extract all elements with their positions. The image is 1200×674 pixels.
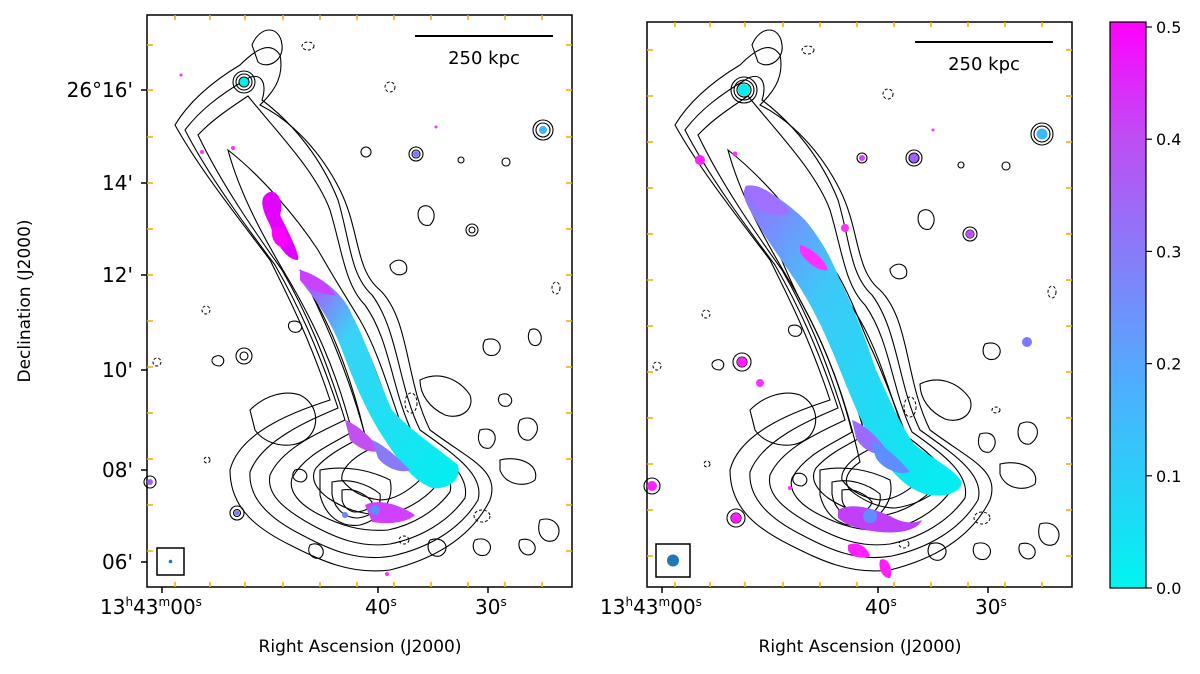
left-ra-tick-40s: 40s <box>365 595 397 619</box>
colorbar-tick-label: 0.3 <box>1156 242 1181 261</box>
colorbar-gradient <box>1109 21 1147 589</box>
right-xlabel: Right Ascension (J2000) <box>759 637 962 657</box>
right-major-ticks <box>661 587 989 593</box>
colorbar-tick-label: 0.5 <box>1156 18 1181 37</box>
right-ra-tick-13h43m00s: 13h43m00s <box>600 595 702 619</box>
dec-tick-08: 08' <box>102 458 133 482</box>
right-ra-tick-30s: 30s <box>975 595 1007 619</box>
right-negative-contours <box>652 45 1057 549</box>
dec-tick-10: 10' <box>102 358 133 382</box>
left-spectral-map <box>147 73 547 576</box>
dec-tick-12: 12' <box>102 263 133 287</box>
left-xlabel: Right Ascension (J2000) <box>259 637 462 657</box>
colorbar: 0.5 0.4 0.3 0.2 0.1 0.0 <box>1109 18 1181 598</box>
left-ra-tick-30s: 30s <box>475 595 507 619</box>
colorbar-tick-label: 0.1 <box>1156 467 1181 486</box>
right-panel: 250 kpc 13h43m00s 40s 30s Right <box>600 21 1073 657</box>
right-panel-frame <box>646 21 1073 588</box>
colorbar-tick-label: 0.4 <box>1156 130 1181 149</box>
right-beam <box>667 554 679 567</box>
left-ra-tick-13h43m00s: 13h43m00s <box>100 595 202 619</box>
right-spectral-map <box>647 84 1048 578</box>
ylabel: Declination (J2000) <box>15 219 35 382</box>
left-panel: 250 kpc 26 <box>15 14 573 657</box>
right-ra-tick-40s: 40s <box>865 595 897 619</box>
colorbar-ticks: 0.5 0.4 0.3 0.2 0.1 0.0 <box>1146 18 1181 598</box>
left-major-ticks <box>141 89 489 593</box>
dec-tick-14: 14' <box>102 171 133 195</box>
right-beam-box <box>655 543 691 578</box>
right-ticks <box>647 22 1072 587</box>
dec-tick-16: 26°16' <box>67 78 133 102</box>
right-scale-bar-label: 250 kpc <box>948 54 1020 75</box>
dec-tick-06: 06' <box>102 550 133 574</box>
left-beam <box>168 559 173 564</box>
left-scale-bar-label: 250 kpc <box>448 48 520 69</box>
left-negative-contours <box>152 41 561 545</box>
colorbar-tick-label: 0.0 <box>1156 579 1181 598</box>
left-panel-frame <box>146 14 573 588</box>
colorbar-tick-label: 0.2 <box>1156 355 1181 374</box>
left-beam-box <box>156 547 185 576</box>
left-ticks <box>147 15 572 587</box>
